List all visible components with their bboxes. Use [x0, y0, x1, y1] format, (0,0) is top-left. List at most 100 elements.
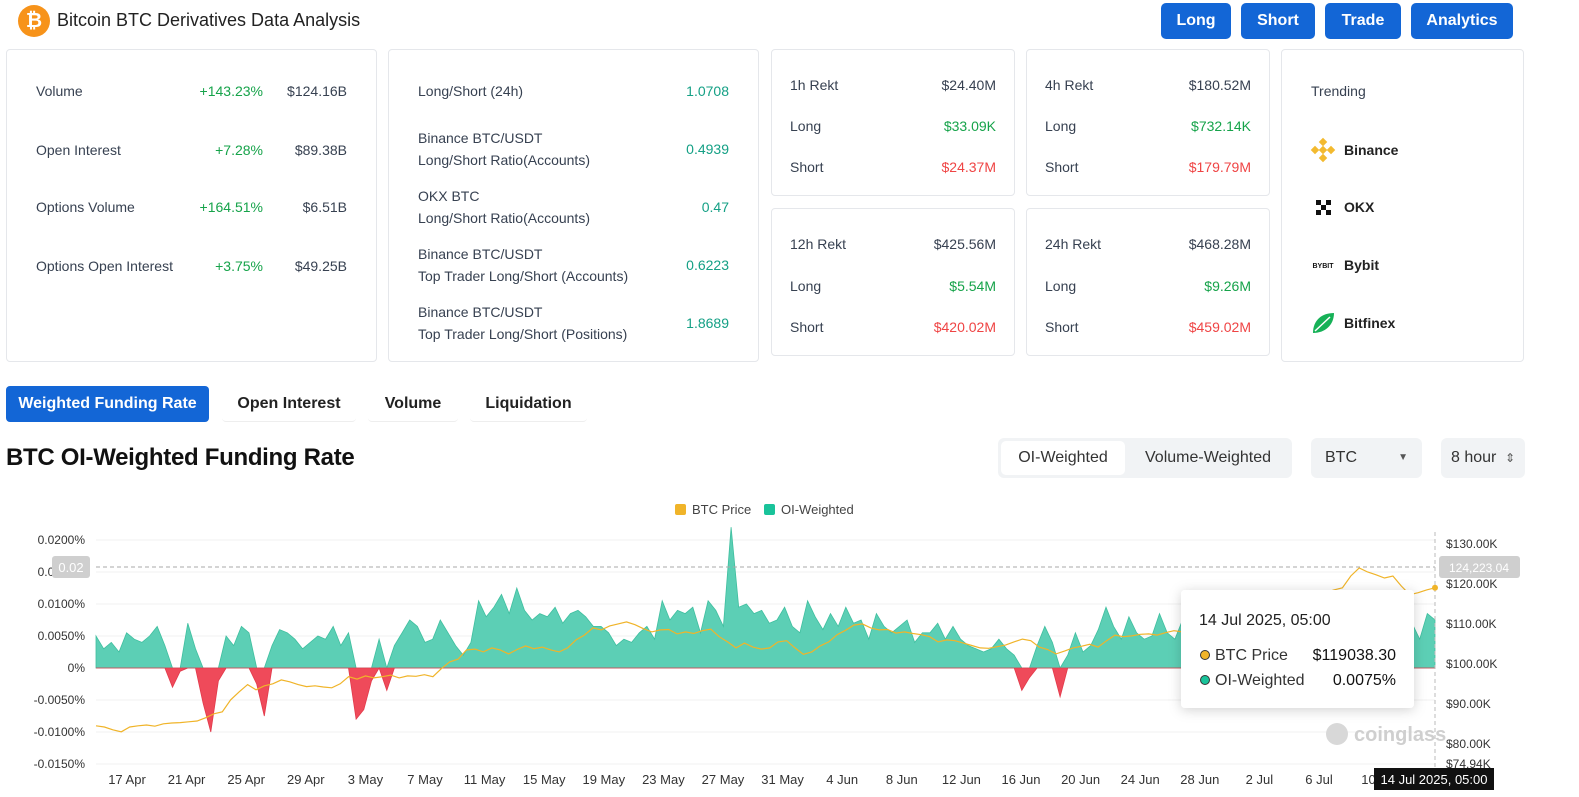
- app-title: Bitcoin BTC Derivatives Data Analysis: [57, 10, 361, 30]
- rekt-title: 12h Rekt: [790, 236, 847, 252]
- x-tick-label: 4 Jun: [826, 772, 858, 787]
- stat-change: +164.51%: [199, 199, 263, 215]
- rekt-total: $180.52M: [1188, 77, 1251, 93]
- rekt-total: $425.56M: [933, 236, 996, 252]
- tab-liquidation[interactable]: Liquidation: [470, 386, 587, 422]
- stat-value: $89.38B: [294, 142, 347, 158]
- x-tick-label: 23 May: [642, 772, 685, 787]
- trending-item-bybit[interactable]: BYBIT Bybit: [1310, 251, 1380, 279]
- rekt-short-value: $179.79M: [1188, 159, 1251, 175]
- rekt-title: 1h Rekt: [790, 77, 839, 93]
- header: ₿ Bitcoin BTC Derivatives Data Analysis …: [0, 0, 1579, 44]
- y-left-tick-label: 0.0100%: [38, 597, 86, 611]
- rekt-title: 4h Rekt: [1045, 77, 1094, 93]
- ratio-value: 0.4939: [686, 141, 729, 157]
- trending-item-label: Bybit: [1344, 257, 1379, 273]
- trade-button[interactable]: Trade: [1325, 3, 1401, 39]
- okx-icon: [1310, 194, 1336, 220]
- ratio-label: Binance BTC/USDT: [418, 130, 543, 146]
- volume-weighted-option[interactable]: Volume-Weighted: [1145, 449, 1271, 466]
- chevron-down-icon: ▼: [1398, 452, 1408, 463]
- trending-title: Trending: [1311, 83, 1366, 99]
- x-tick-label: 24 Jun: [1121, 772, 1160, 787]
- chart-title: BTC OI-Weighted Funding Rate: [6, 444, 355, 471]
- long-button[interactable]: Long: [1161, 3, 1231, 39]
- x-tick-label: 12 Jun: [942, 772, 981, 787]
- ratio-value: 1.8689: [686, 315, 729, 331]
- trending-item-label: OKX: [1344, 199, 1375, 215]
- rekt-card-4h: 4h Rekt $180.52M Long $732.14K Short $17…: [1026, 49, 1270, 196]
- rekt-long-label: Long: [790, 278, 822, 294]
- rekt-long-value: $732.14K: [1191, 118, 1251, 134]
- stat-label: Open Interest: [36, 142, 121, 158]
- rekt-card-12h: 12h Rekt $425.56M Long $5.54M Short $420…: [771, 208, 1015, 356]
- oi-weighted-option[interactable]: OI-Weighted: [1001, 441, 1125, 475]
- crosshair-x-badge: [1374, 768, 1494, 790]
- interval-select-value: 8 hour: [1451, 449, 1497, 466]
- rekt-card-24h: 24h Rekt $468.28M Long $9.26M Short $459…: [1026, 208, 1270, 356]
- y-right-tick-label: $120.00K: [1446, 577, 1497, 591]
- trending-item-bitfinex[interactable]: Bitfinex: [1310, 309, 1395, 337]
- ratio-label: OKX BTC: [418, 188, 480, 204]
- legend-label-oi-weighted: OI-Weighted: [781, 502, 854, 517]
- x-tick-label: 20 Jun: [1061, 772, 1100, 787]
- trending-item-okx[interactable]: OKX: [1310, 193, 1374, 221]
- tab-open-interest[interactable]: Open Interest: [222, 386, 356, 422]
- rekt-long-value: $5.54M: [949, 278, 996, 294]
- rekt-long-label: Long: [1045, 278, 1077, 294]
- binance-icon: [1310, 137, 1336, 163]
- rekt-total: $468.28M: [1188, 236, 1251, 252]
- stat-value: $49.25B: [294, 258, 347, 274]
- analytics-button[interactable]: Analytics: [1411, 3, 1513, 39]
- y-right-tick-label: $130.00K: [1446, 537, 1497, 551]
- bybit-icon: BYBIT: [1310, 252, 1336, 278]
- asset-select[interactable]: BTC ▼: [1311, 438, 1422, 478]
- trending-item-binance[interactable]: Binance: [1310, 136, 1398, 164]
- x-tick-label: 21 Apr: [168, 772, 206, 787]
- ratio-sublabel: Top Trader Long/Short (Accounts): [418, 268, 629, 284]
- crosshair-right-label: 124,223.04: [1449, 561, 1509, 575]
- legend-swatch-btc-price: [675, 504, 686, 515]
- bitfinex-icon: [1310, 310, 1336, 336]
- ratio-sublabel: Long/Short Ratio(Accounts): [418, 152, 590, 168]
- x-tick-label: 28 Jun: [1180, 772, 1219, 787]
- x-tick-label: 31 May: [761, 772, 804, 787]
- crosshair-right-badge: [1439, 556, 1520, 578]
- ratio-sublabel: Long/Short Ratio(Accounts): [418, 210, 590, 226]
- x-tick-label: 16 Jun: [1001, 772, 1040, 787]
- y-left-tick-label: -0.0100%: [34, 725, 86, 739]
- rekt-long-label: Long: [790, 118, 822, 134]
- y-right-tick-label: $80.00K: [1446, 737, 1491, 751]
- chart-tooltip: 14 Jul 2025, 05:00 BTC Price $119038.30 OI-…: [1181, 590, 1414, 708]
- y-left-tick-label: 0%: [68, 661, 86, 675]
- short-button[interactable]: Short: [1241, 3, 1315, 39]
- tab-volume[interactable]: Volume: [368, 386, 458, 422]
- stat-value: $6.51B: [302, 199, 347, 215]
- stat-change: +143.23%: [199, 83, 263, 99]
- crosshair-x-label: 14 Jul 2025, 05:00: [1381, 772, 1488, 787]
- x-tick-label: 3 May: [348, 772, 384, 787]
- rekt-short-value: $24.37M: [941, 159, 996, 175]
- rekt-card-1h: 1h Rekt $24.40M Long $33.09K Short $24.3…: [771, 49, 1015, 196]
- rekt-total: $24.40M: [941, 77, 996, 93]
- ratio-label: Long/Short (24h): [418, 83, 524, 99]
- y-right-tick-label: $90.00K: [1446, 697, 1491, 711]
- ratio-sublabel: Top Trader Long/Short (Positions): [418, 326, 628, 342]
- tooltip-dot: [1200, 650, 1210, 660]
- x-tick-label: 6 Jul: [1305, 772, 1333, 787]
- tooltip-row-name: BTC Price: [1215, 647, 1288, 664]
- x-tick-label: 8 Jun: [886, 772, 918, 787]
- trending-item-label: Binance: [1344, 142, 1399, 158]
- tab-weighted-funding-rate[interactable]: Weighted Funding Rate: [6, 386, 209, 422]
- chart-legend: BTC Price OI-Weighted: [675, 502, 854, 517]
- stat-label: Options Volume: [36, 199, 135, 215]
- rekt-long-value: $9.26M: [1204, 278, 1251, 294]
- crosshair-price-point: [1432, 584, 1438, 591]
- ratio-value: 0.6223: [686, 257, 729, 273]
- stat-change: +3.75%: [215, 258, 263, 274]
- rekt-short-label: Short: [790, 319, 824, 335]
- funding-rate-chart: BTC Price OI-Weighted 0.0200%0.0150%0.01…: [34, 502, 1520, 790]
- x-tick-label: 2 Jul: [1246, 772, 1274, 787]
- x-tick-label: 27 May: [702, 772, 745, 787]
- interval-select[interactable]: 8 hour ⇕: [1441, 438, 1525, 478]
